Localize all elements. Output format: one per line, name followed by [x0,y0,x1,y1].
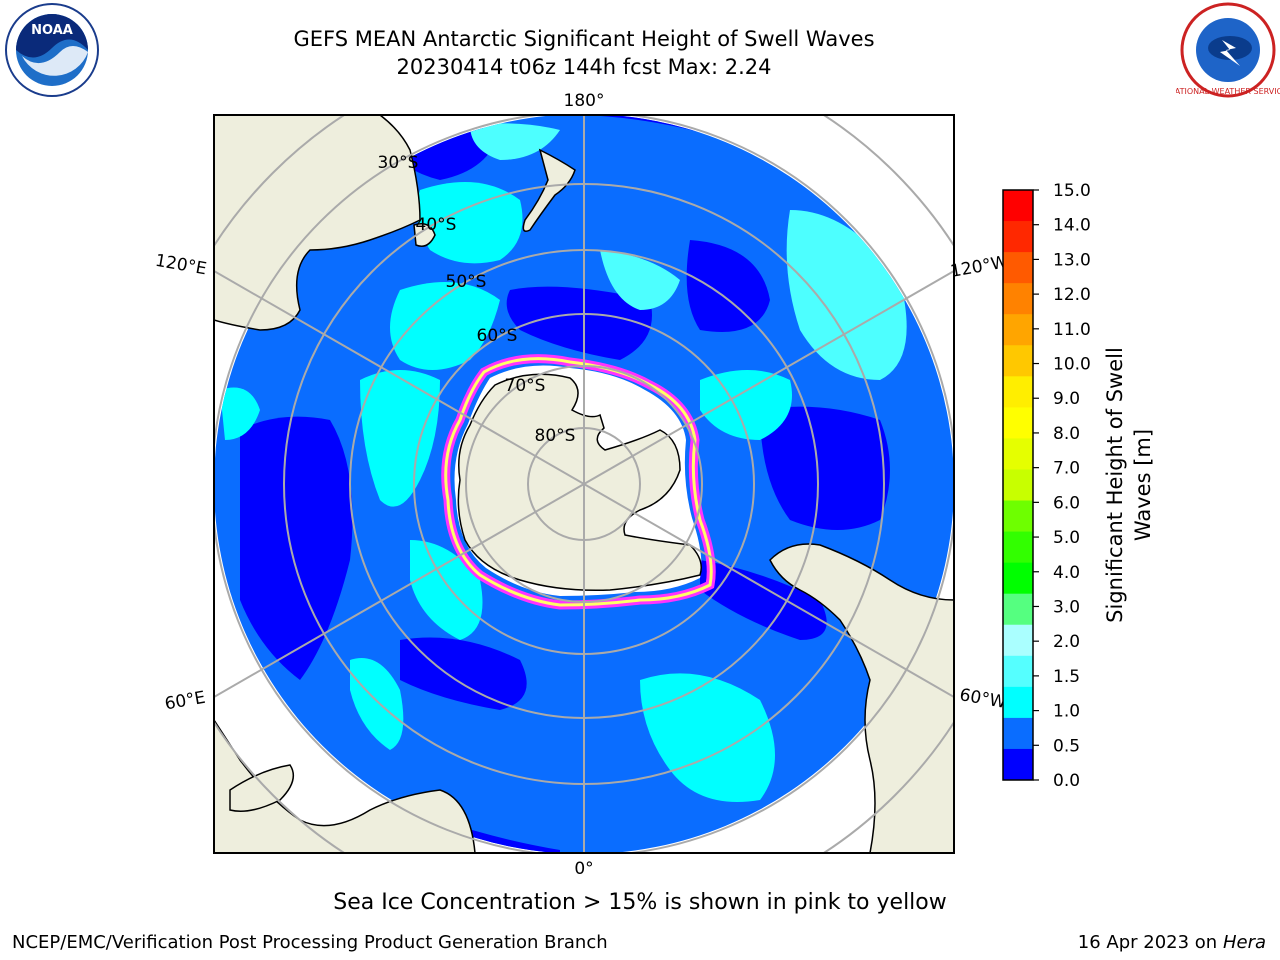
colorbar-tick-label: 1.5 [1053,667,1080,687]
colorbar-tick-label: 6.0 [1053,493,1080,513]
high-swell-area [220,387,260,440]
colorbar-segment [1003,717,1033,750]
colorbar-tick-label: 1.0 [1053,702,1080,722]
low-swell-area [686,240,770,332]
footer-date-text: 16 Apr 2023 on [1077,932,1223,953]
nws-logo-text: NATIONAL WEATHER SERVICE [1176,87,1280,96]
high-swell-area [350,658,404,750]
colorbar-segment [1003,624,1033,657]
low-swell-area [760,406,890,530]
lat-label-40s: 40°S [416,215,457,235]
map-frame [213,114,955,854]
colorbar-tick-label: 4.0 [1053,563,1080,583]
new-zealand-land [522,148,576,232]
colorbar-segment [1003,438,1033,470]
colorbar-label-line1: Significant Height of Swell [1103,347,1127,623]
colorbar-segment [1003,376,1033,408]
high-swell-area [360,370,440,507]
noaa-logo: NOAA [5,3,99,97]
colorbar-segment [1003,655,1033,688]
colorbar-tick-label: 2.0 [1053,632,1080,652]
colorbar-segment [1003,283,1033,315]
colorbar-segment [1003,748,1033,781]
map-gridlines [214,115,954,853]
meridian-120e-60w [214,270,954,698]
chart-title: GEFS MEAN Antarctic Significant Height o… [293,27,875,51]
lon-label-60w: 60°W [958,685,1008,713]
footer-credit: NCEP/EMC/Verification Post Processing Pr… [12,932,608,953]
colorbar-tick-label: 15.0 [1053,181,1091,201]
colorbar-segment [1003,469,1033,502]
colorbar-tick-label: 7.0 [1053,459,1080,479]
nws-logo: NATIONAL WEATHER SERVICE [1176,2,1280,98]
chart-subtitle: 20230414 t06z 144h fcst Max: 2.24 [396,55,772,79]
colorbar-segment [1003,221,1033,253]
low-swell-area [240,416,353,680]
lon-label-120w: 120°W [949,252,1010,282]
colorbar-segment [1003,686,1033,719]
low-swell-area [400,637,527,710]
footer-date: 16 Apr 2023 on Hera [1078,932,1266,953]
lat-label-30s: 30°S [378,153,419,173]
high-swell-area [470,123,560,160]
australia-land [214,115,421,331]
colorbar-tick-label: 3.0 [1053,597,1080,617]
colorbar-segment [1003,562,1033,595]
tasmania-land [413,223,436,247]
colorbar-tick-label: 5.0 [1053,528,1080,548]
colorbar-segment [1003,252,1033,284]
high-swell-area [600,250,680,310]
low-swell-area [700,560,827,640]
colorbar-label-line2: Waves [m] [1131,429,1155,541]
colorbar-tick-label: 0.0 [1053,771,1080,791]
colorbar-segment [1003,190,1033,222]
colorbar-tick-label: 10.0 [1053,355,1091,375]
lon-label-0: 0° [574,859,593,879]
colorbar-tick-label: 9.0 [1053,389,1080,409]
colorbar-tick-label: 8.0 [1053,424,1080,444]
colorbar-segment [1003,407,1033,439]
low-swell-area [506,286,652,360]
colorbar-tick-label: 13.0 [1053,250,1091,270]
high-swell-area [416,182,523,264]
colorbar-segment [1003,593,1033,626]
lon-label-180: 180° [564,91,605,111]
high-swell-area [390,282,500,370]
south-america-land [769,543,954,853]
colorbar: 15.0 14.0 13.0 12.0 11.0 10.0 9.0 8.0 7.0 6.0 5.0 4… [1002,181,1091,791]
colorbar-segment [1003,531,1033,564]
sea-ice-note: Sea Ice Concentration > 15% is shown in … [333,890,947,915]
lat-label-70s: 70°S [505,376,546,396]
colorbar-frame [1002,189,1034,781]
colorbar-segment [1003,500,1033,533]
lat-label-80s: 80°S [535,426,576,446]
lon-label-120e: 120°E [154,251,208,280]
lat-label-50s: 50°S [446,272,487,292]
colorbar-segment [1003,314,1033,346]
colorbar-segment [1003,345,1033,377]
colorbar-tick-label: 12.0 [1053,285,1091,305]
colorbar-tick-label: 11.0 [1053,320,1091,340]
colorbar-tick-label: 0.5 [1053,736,1080,756]
lon-label-60e: 60°E [163,688,207,715]
colorbar-tick-label: 14.0 [1053,216,1091,236]
footer-machine: Hera [1222,932,1266,953]
noaa-logo-text: NOAA [31,23,73,38]
lat-label-60s: 60°S [477,326,518,346]
